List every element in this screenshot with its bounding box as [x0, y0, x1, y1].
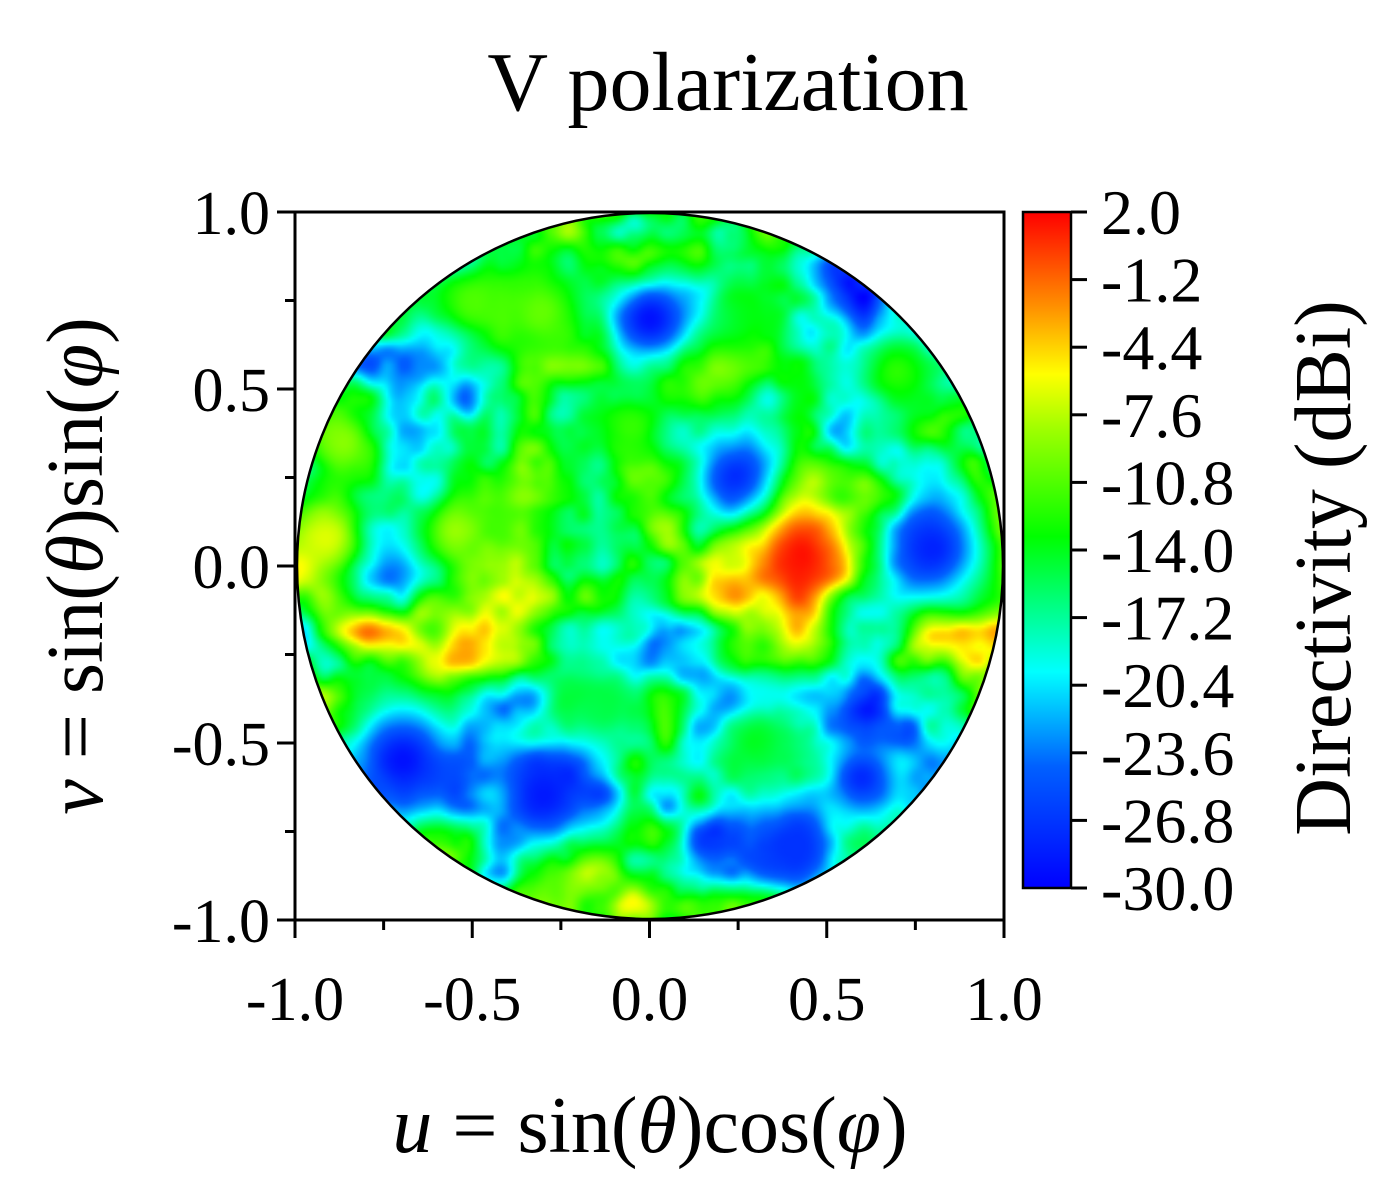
x-tick-label: -0.5 — [423, 966, 521, 1034]
heatmap-image — [297, 213, 1003, 919]
colorbar-tick-label: -30.0 — [1101, 853, 1234, 924]
colorbar-tick-label: -14.0 — [1101, 515, 1234, 586]
colorbar-tick-label: -17.2 — [1101, 583, 1234, 654]
colorbar-tick-label: -4.4 — [1101, 312, 1202, 383]
colorbar-tick-label: -23.6 — [1101, 718, 1234, 789]
x-axis: -1.0 -0.5 0.0 0.5 1.0 — [246, 920, 1043, 1034]
x-tick-label: 0.0 — [611, 966, 689, 1034]
x-tick-label: 0.5 — [788, 966, 866, 1034]
y-tick-label: 0.5 — [193, 357, 271, 425]
colorbar-ticks: 2.0-1.2-4.4-7.6-10.8-14.0-17.2-20.4-23.6… — [1071, 177, 1234, 924]
x-axis-label: u = sin(θ)cos(φ) — [392, 1082, 907, 1170]
y-tick-label: -0.5 — [172, 711, 270, 779]
y-tick-label: 1.0 — [193, 180, 271, 248]
y-tick-label: 0.0 — [193, 534, 271, 602]
colorbar-tick-label: -7.6 — [1101, 380, 1202, 451]
colorbar: 2.0-1.2-4.4-7.6-10.8-14.0-17.2-20.4-23.6… — [1021, 177, 1368, 924]
colorbar-tick-label: -26.8 — [1101, 785, 1234, 856]
y-tick-label: -1.0 — [172, 888, 270, 956]
colorbar-gradient — [1021, 210, 1073, 890]
colorbar-tick-label: -1.2 — [1101, 245, 1202, 316]
heatmap-area — [295, 211, 1005, 921]
x-tick-label: 1.0 — [965, 966, 1043, 1034]
colorbar-tick-label: -10.8 — [1101, 447, 1234, 518]
chart-title: V polarization — [487, 36, 968, 129]
y-axis: 1.0 0.5 0.0 -0.5 -1.0 — [172, 180, 295, 956]
y-axis-label: v = sin(θ)sin(φ) — [32, 317, 120, 814]
x-tick-label: -1.0 — [246, 966, 344, 1034]
colorbar-tick-label: 2.0 — [1101, 177, 1181, 248]
colorbar-tick-label: -20.4 — [1101, 650, 1234, 721]
colorbar-label: Directivity (dBi) — [1280, 300, 1368, 835]
